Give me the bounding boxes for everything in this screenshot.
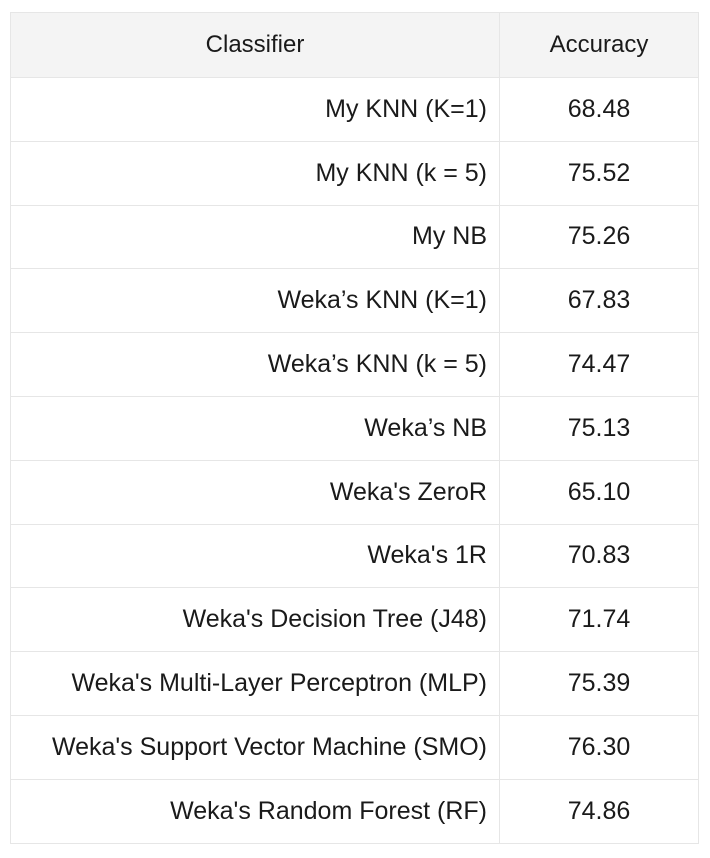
table-row: Weka’s NB 75.13	[10, 395, 699, 461]
classifier-cell: Weka’s NB	[10, 395, 500, 461]
classifier-cell: Weka’s KNN (K=1)	[10, 268, 500, 334]
accuracy-cell: 65.10	[499, 459, 699, 525]
classifier-cell: Weka's 1R	[10, 523, 500, 589]
accuracy-cell: 70.83	[499, 523, 699, 589]
accuracy-cell: 67.83	[499, 268, 699, 334]
accuracy-cell: 75.52	[499, 140, 699, 206]
table-row: Weka's Decision Tree (J48) 71.74	[10, 587, 699, 653]
table-body: My KNN (K=1) 68.48 My KNN (k = 5) 75.52 …	[10, 77, 699, 844]
classifier-cell: Weka's ZeroR	[10, 459, 500, 525]
classifier-accuracy-table: Classifier Accuracy My KNN (K=1) 68.48 M…	[10, 12, 699, 844]
header-classifier: Classifier	[10, 12, 500, 78]
table-row: Weka’s KNN (K=1) 67.83	[10, 268, 699, 334]
accuracy-cell: 74.86	[499, 778, 699, 844]
header-accuracy: Accuracy	[499, 12, 699, 78]
classifier-cell: Weka's Support Vector Machine (SMO)	[10, 714, 500, 780]
table-row: Weka's Random Forest (RF) 74.86	[10, 778, 699, 844]
classifier-cell: Weka's Decision Tree (J48)	[10, 587, 500, 653]
accuracy-cell: 75.39	[499, 651, 699, 716]
results-table-container: Classifier Accuracy My KNN (K=1) 68.48 M…	[10, 12, 699, 844]
classifier-cell: Weka's Random Forest (RF)	[10, 778, 500, 844]
accuracy-cell: 75.26	[499, 204, 699, 270]
accuracy-cell: 68.48	[499, 77, 699, 142]
table-row: Weka's Support Vector Machine (SMO) 76.3…	[10, 714, 699, 780]
header-row: Classifier Accuracy	[10, 12, 699, 78]
classifier-cell: My NB	[10, 204, 500, 270]
classifier-cell: My KNN (k = 5)	[10, 140, 500, 206]
table-row: Weka's Multi-Layer Perceptron (MLP) 75.3…	[10, 651, 699, 716]
table-row: My KNN (k = 5) 75.52	[10, 140, 699, 206]
accuracy-cell: 75.13	[499, 395, 699, 461]
accuracy-cell: 76.30	[499, 714, 699, 780]
table-row: My NB 75.26	[10, 204, 699, 270]
classifier-cell: Weka's Multi-Layer Perceptron (MLP)	[10, 651, 500, 716]
accuracy-cell: 71.74	[499, 587, 699, 653]
table-row: Weka's ZeroR 65.10	[10, 459, 699, 525]
classifier-cell: My KNN (K=1)	[10, 77, 500, 142]
accuracy-cell: 74.47	[499, 332, 699, 397]
table-row: Weka's 1R 70.83	[10, 523, 699, 589]
table-header: Classifier Accuracy	[10, 12, 699, 78]
table-row: Weka’s KNN (k = 5) 74.47	[10, 332, 699, 397]
table-row: My KNN (K=1) 68.48	[10, 77, 699, 142]
classifier-cell: Weka’s KNN (k = 5)	[10, 332, 500, 397]
